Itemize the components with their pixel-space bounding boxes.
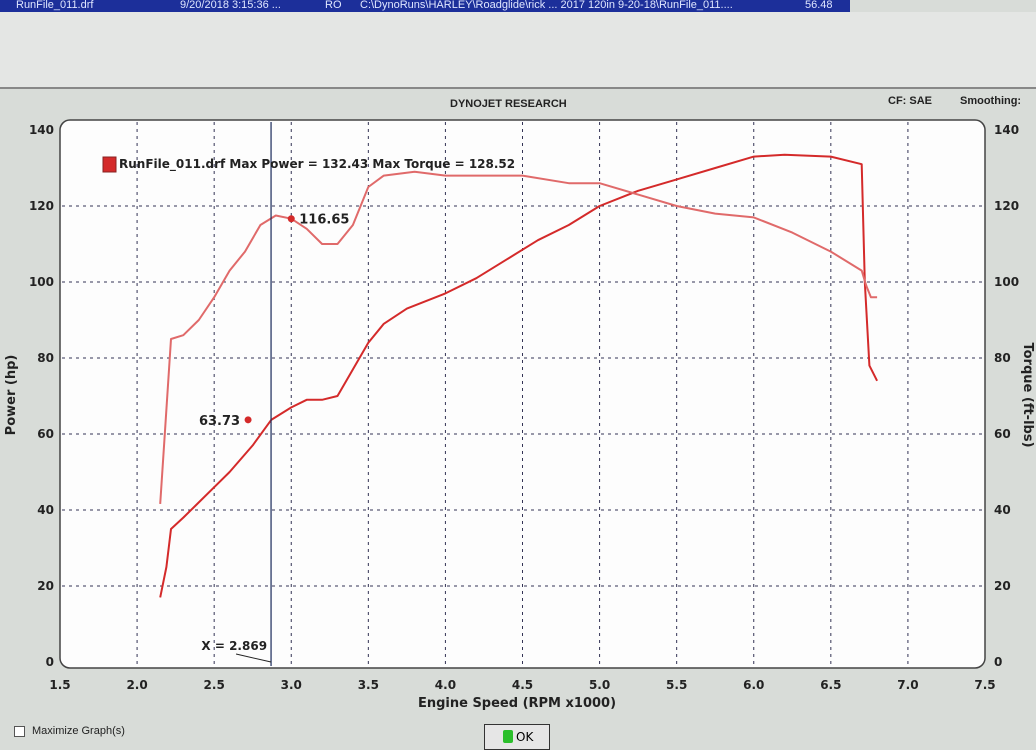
x-tick-label: 4.0 xyxy=(435,678,456,692)
y2-axis-label: Torque (ft-lbs) xyxy=(1020,342,1035,447)
y-tick-label: 80 xyxy=(37,351,54,365)
cursor-label-leader xyxy=(235,653,272,663)
file-list-area xyxy=(0,12,1036,89)
y-tick-label: 20 xyxy=(37,579,54,593)
legend-swatch xyxy=(102,156,117,173)
power-curve xyxy=(159,153,878,598)
y2-tick-label: 140 xyxy=(994,123,1019,137)
legend-text: RunFile_011.drf Max Power = 132.43 Max T… xyxy=(119,157,515,172)
y2-tick-label: 20 xyxy=(994,579,1011,593)
maximize-graphs-label: Maximize Graph(s) xyxy=(32,725,125,737)
power-marker xyxy=(244,416,252,424)
y-tick-label: 40 xyxy=(37,503,54,517)
torque-curve xyxy=(159,170,878,504)
chart-title: DYNOJET RESEARCH xyxy=(450,98,567,110)
file-date: 9/20/2018 3:15:36 ... xyxy=(180,0,281,11)
maximize-graphs-checkbox[interactable] xyxy=(14,726,25,737)
x-tick-label: 2.0 xyxy=(126,678,147,692)
x-tick-label: 4.5 xyxy=(512,678,533,692)
x-tick-label: 1.5 xyxy=(49,678,70,692)
y-tick-label: 100 xyxy=(29,275,54,289)
file-path: C:\DynoRuns\HARLEY\Roadglide\rick ... 20… xyxy=(360,0,733,11)
x-tick-label: 7.5 xyxy=(974,678,995,692)
torque-marker xyxy=(287,215,295,223)
file-name: RunFile_011.drf xyxy=(16,0,94,11)
y2-tick-label: 120 xyxy=(994,199,1019,213)
y-tick-label: 0 xyxy=(46,655,54,669)
y-tick-label: 60 xyxy=(37,427,54,441)
x-tick-label: 5.5 xyxy=(666,678,687,692)
x-tick-label: 3.0 xyxy=(281,678,302,692)
x-tick-label: 5.0 xyxy=(589,678,610,692)
y2-tick-label: 0 xyxy=(994,655,1002,669)
y2-tick-label: 40 xyxy=(994,503,1011,517)
cf-label: CF: SAE xyxy=(888,95,932,107)
y2-tick-label: 80 xyxy=(994,351,1011,365)
y-tick-label: 140 xyxy=(29,123,54,137)
x-tick-label: 3.5 xyxy=(358,678,379,692)
power-marker-label: 63.73 xyxy=(199,414,240,429)
smoothing-label: Smoothing: xyxy=(960,95,1022,107)
x-tick-label: 7.0 xyxy=(897,678,918,692)
y2-tick-label: 60 xyxy=(994,427,1011,441)
x-tick-label: 6.5 xyxy=(820,678,841,692)
y2-tick-label: 100 xyxy=(994,275,1019,289)
y-axis-label: Power (hp) xyxy=(4,355,19,436)
torque-marker-label: 116.65 xyxy=(299,213,349,228)
file-list-row[interactable]: RunFile_011.drf 9/20/2018 3:15:36 ... RO… xyxy=(0,0,850,12)
cursor-label: X = 2.869 xyxy=(201,639,267,653)
x-tick-label: 2.5 xyxy=(204,678,225,692)
x-tick-label: 6.0 xyxy=(743,678,764,692)
x-axis-label: Engine Speed (RPM x1000) xyxy=(418,696,616,711)
ok-button[interactable]: OK xyxy=(484,724,550,750)
file-flag: RO xyxy=(325,0,342,11)
file-value: 56.48 xyxy=(805,0,833,11)
ok-icon xyxy=(503,730,513,743)
y-tick-label: 120 xyxy=(29,199,54,213)
ok-label: OK xyxy=(516,730,534,744)
